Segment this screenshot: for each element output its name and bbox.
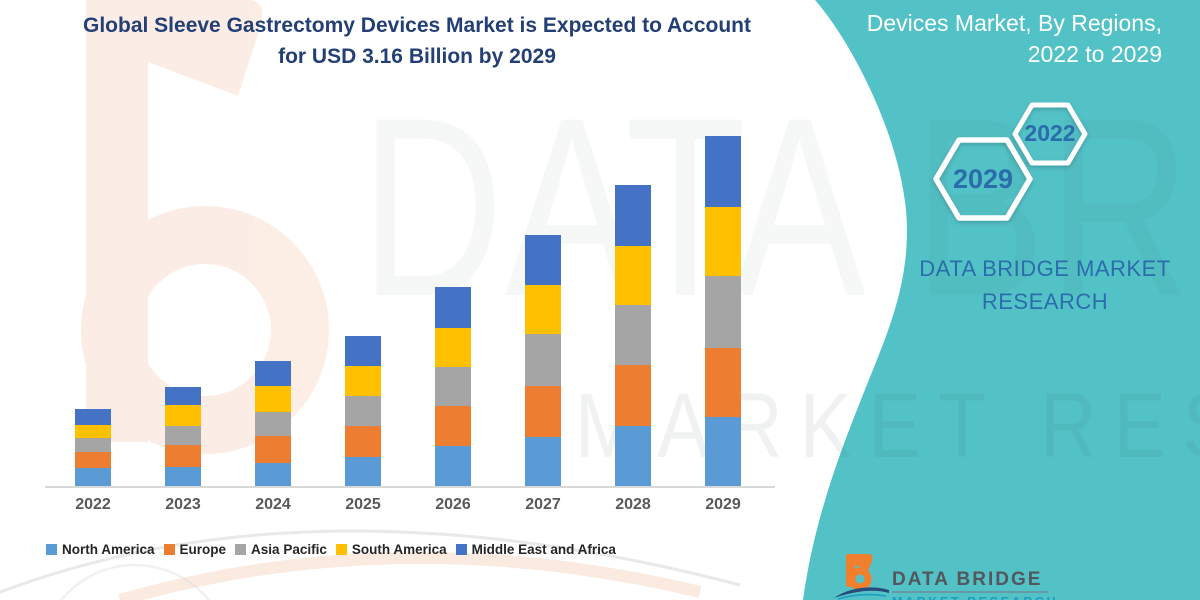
bar-segment <box>525 385 561 437</box>
stacked-bar-2026 <box>435 287 471 487</box>
bar-segment <box>75 424 111 439</box>
panel-heading-line1: Devices Market, By Regions, <box>866 10 1162 36</box>
bar-segment <box>165 467 201 487</box>
bar-segment <box>345 335 381 366</box>
x-axis-label: 2022 <box>75 496 111 513</box>
legend-item: South America <box>335 542 447 557</box>
bar-segment <box>615 246 651 305</box>
chart-title-line2: for USD 3.16 Billion by 2029 <box>278 45 556 68</box>
legend-label: North America <box>62 542 155 557</box>
bar-segment <box>525 284 561 334</box>
bar-segment <box>75 409 111 425</box>
bar-segment <box>615 425 651 487</box>
legend-label: Middle East and Africa <box>471 542 616 557</box>
bar-segment <box>615 304 651 365</box>
hexagon-2022-icon <box>1012 102 1088 166</box>
bar-segment <box>165 404 201 426</box>
footer-brand-name: DATA BRIDGE <box>892 569 1043 590</box>
bar-segment <box>255 360 291 387</box>
legend-item: Asia Pacific <box>235 542 327 557</box>
legend-item: Europe <box>163 542 227 557</box>
bar-segment <box>525 333 561 386</box>
hexagon-2029-icon <box>933 137 1033 221</box>
bar-segment <box>705 417 741 487</box>
footer-divider <box>892 591 1048 593</box>
databridge-logo-icon <box>834 554 889 600</box>
bar-segment <box>255 386 291 412</box>
panel-brand-name: DATA BRIDGE MARKET RESEARCH <box>895 252 1195 318</box>
legend-label: South America <box>351 542 447 557</box>
bar-segment <box>345 365 381 396</box>
legend-item: North America <box>46 542 155 557</box>
bar-segment <box>435 405 471 446</box>
x-axis-label: 2025 <box>345 496 381 513</box>
bar-segment <box>255 436 291 463</box>
stacked-bar-2025 <box>345 335 381 487</box>
bar-segment <box>75 451 111 469</box>
bar-segment <box>345 395 381 426</box>
bar-segment <box>75 468 111 487</box>
bar-segment <box>705 348 741 418</box>
legend-item: Middle East and Africa <box>455 542 616 557</box>
legend-label: Asia Pacific <box>251 542 327 557</box>
panel-brand-line1: DATA BRIDGE MARKET <box>919 256 1171 281</box>
stacked-bar-2022 <box>75 409 111 487</box>
bar-segment <box>525 234 561 285</box>
x-axis-label: 2029 <box>705 496 741 513</box>
bar-segment <box>165 425 201 445</box>
legend-label: Europe <box>179 542 227 557</box>
bar-segment <box>435 328 471 368</box>
x-axis-label: 2024 <box>255 496 291 513</box>
bar-segment <box>525 437 561 487</box>
x-axis-label: 2023 <box>165 496 201 513</box>
bar-segment <box>255 462 291 487</box>
panel-brand-line2: RESEARCH <box>981 289 1109 314</box>
bar-segment <box>705 136 741 208</box>
x-axis-label: 2028 <box>615 496 651 513</box>
bar-segment <box>255 411 291 437</box>
chart-title: Global Sleeve Gastrectomy Devices Market… <box>40 10 794 72</box>
x-axis-line <box>45 486 775 488</box>
x-axis-label: 2027 <box>525 496 561 513</box>
teal-panel-shape <box>803 0 1200 600</box>
bar-segment <box>345 425 381 457</box>
bar-segment <box>705 276 741 349</box>
brand-text-watermark: DATA BRIDGE <box>360 65 1200 350</box>
bar-segment <box>435 445 471 487</box>
bar-segment <box>345 457 381 487</box>
hexagon-2029-label: 2029 <box>952 164 1014 194</box>
hexagon-2022-label: 2022 <box>1024 120 1076 146</box>
bar-segment <box>705 207 741 277</box>
bar-segment <box>165 444 201 467</box>
chart-title-line1: Global Sleeve Gastrectomy Devices Market… <box>83 14 751 37</box>
stacked-bar-2027 <box>525 234 561 487</box>
stacked-bar-2028 <box>615 185 651 487</box>
legend-swatch-icon <box>335 544 347 555</box>
bar-segment <box>435 287 471 329</box>
legend: North America Europe Asia Pacific South Ame… <box>46 542 616 557</box>
bar-segment <box>435 367 471 406</box>
footer-brand-tagline: MARKET RESEARCH <box>892 595 1058 600</box>
legend-swatch-icon <box>46 544 57 555</box>
legend-swatch-icon <box>235 544 247 555</box>
bar-segment <box>165 387 201 405</box>
x-axis-label: 2026 <box>435 496 471 513</box>
bar-segment <box>75 438 111 452</box>
stacked-bar-2029 <box>705 136 741 487</box>
panel-heading: Devices Market, By Regions, 2022 to 2029 <box>867 8 1162 70</box>
tagline-text-watermark: MARKET RESEARCH <box>575 375 1200 477</box>
stacked-bar-2023 <box>165 387 201 487</box>
legend-swatch-icon <box>163 544 175 555</box>
bar-segment <box>615 185 651 247</box>
legend-swatch-icon <box>455 544 467 555</box>
panel-heading-line2: 2022 to 2029 <box>1027 41 1162 67</box>
stacked-bar-2024 <box>255 360 291 487</box>
bar-segment <box>615 364 651 426</box>
